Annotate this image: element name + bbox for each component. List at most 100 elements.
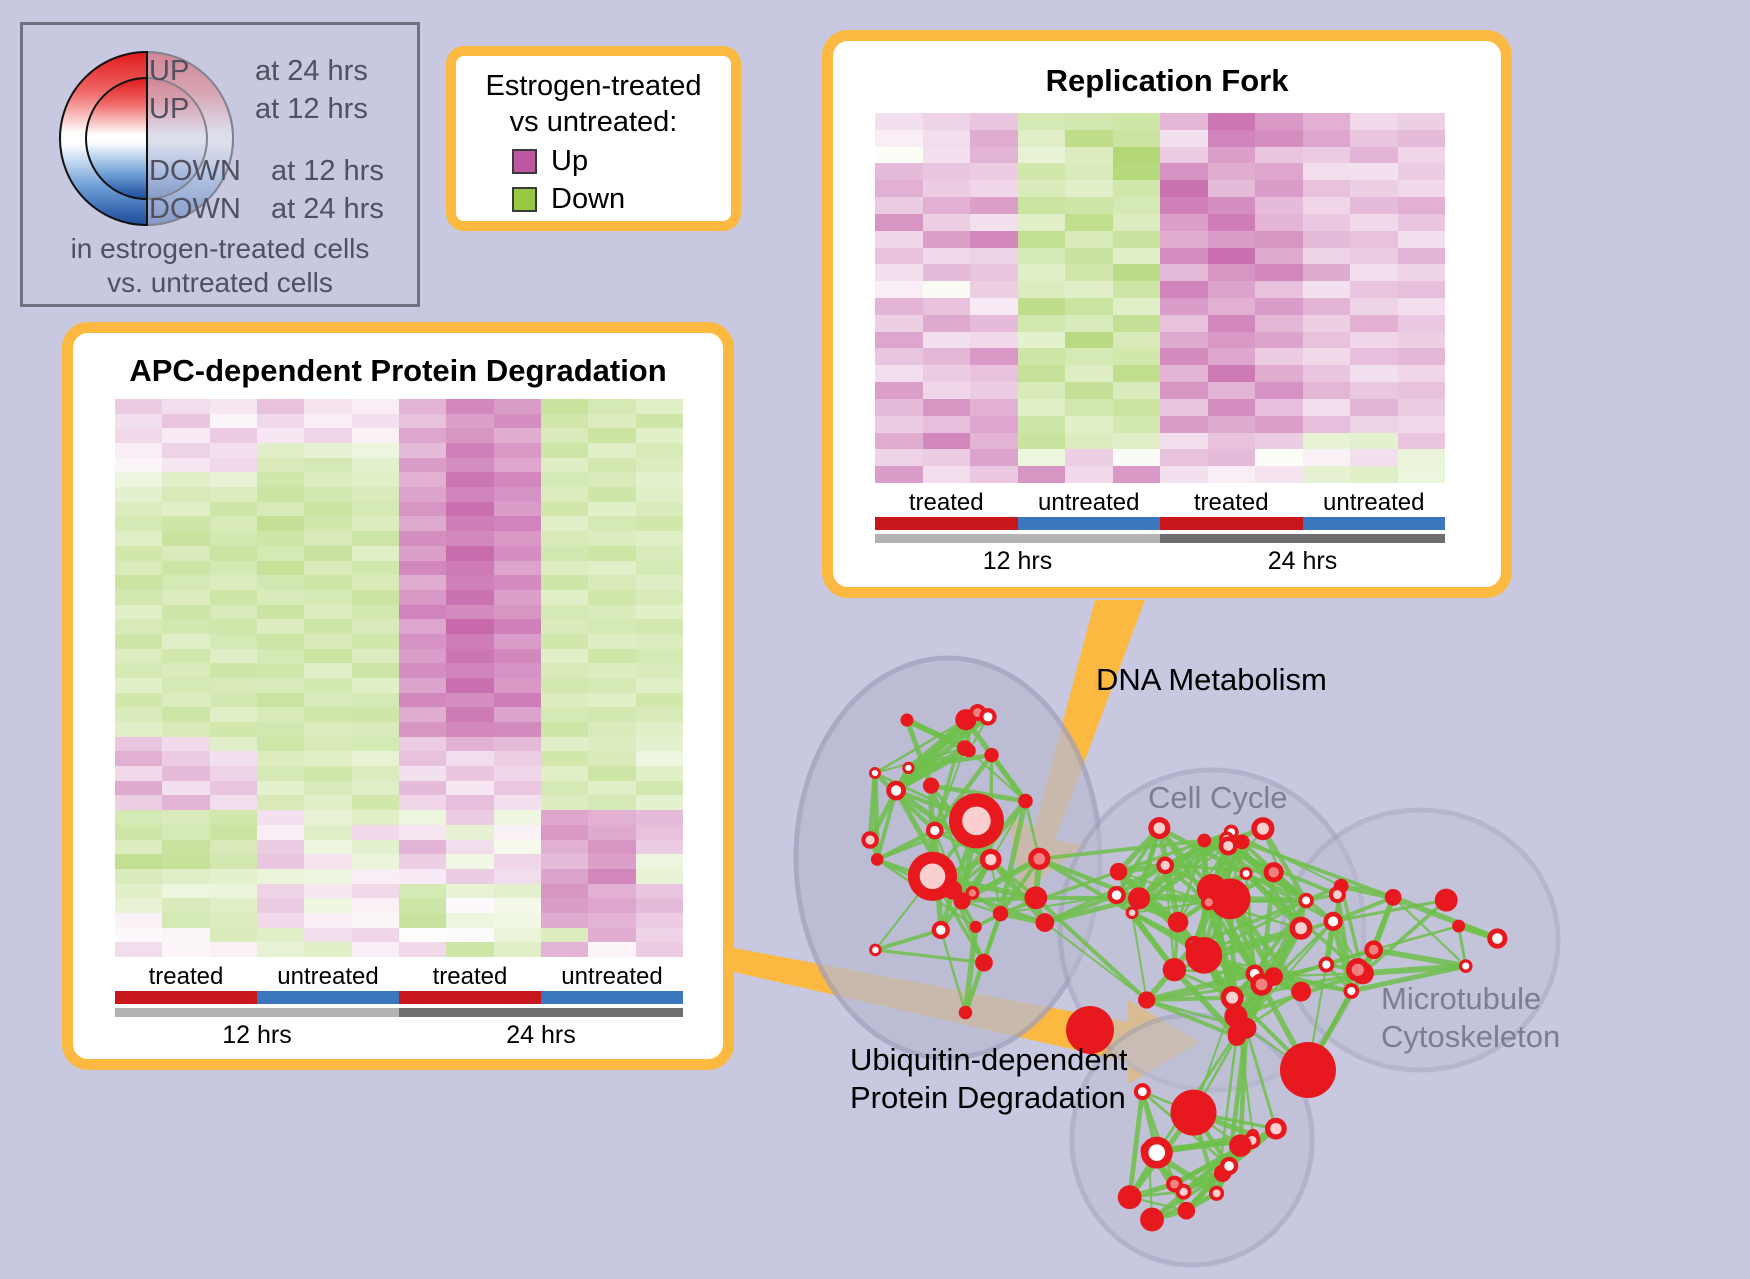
heat-cell bbox=[493, 545, 541, 561]
heat-cell bbox=[1065, 281, 1113, 298]
heat-cell bbox=[635, 766, 683, 781]
heat-cell bbox=[635, 457, 683, 473]
heat-cell bbox=[1017, 129, 1065, 147]
network-node bbox=[1024, 886, 1048, 910]
network-node bbox=[1227, 1027, 1247, 1046]
network-node bbox=[1162, 957, 1187, 982]
heat-cell bbox=[446, 443, 494, 458]
heat-cell bbox=[1017, 213, 1065, 231]
key-time-1: at 12 hrs bbox=[255, 93, 368, 125]
group-label: untreated bbox=[561, 963, 663, 990]
heat-cell bbox=[398, 663, 447, 678]
heat-cell bbox=[209, 589, 257, 605]
heat-cell bbox=[209, 472, 257, 488]
network-edge bbox=[1362, 963, 1466, 977]
time-label: 12 hrs bbox=[222, 1021, 292, 1049]
time-label: 24 hrs bbox=[1267, 547, 1338, 575]
heat-cell bbox=[493, 413, 541, 429]
network-edge bbox=[998, 857, 1041, 915]
heat-cell bbox=[162, 663, 210, 678]
heat-cell bbox=[446, 824, 494, 840]
heat-cell bbox=[115, 589, 163, 605]
heat-cell bbox=[493, 927, 541, 943]
heat-cell bbox=[875, 163, 923, 181]
heat-cell bbox=[1302, 398, 1350, 416]
heat-cell bbox=[588, 868, 636, 884]
heat-cell bbox=[922, 314, 970, 332]
cluster-label-dna-metabolism: DNA Metabolism bbox=[1096, 662, 1327, 697]
heat-cell bbox=[1207, 213, 1255, 231]
network-edge bbox=[1373, 924, 1459, 952]
heat-cell bbox=[398, 428, 447, 444]
heat-cell bbox=[1255, 449, 1303, 467]
key-time-0: at 24 hrs bbox=[255, 55, 368, 87]
heat-cell bbox=[970, 264, 1018, 282]
heat-cell bbox=[1160, 180, 1208, 198]
heat-cell bbox=[635, 413, 683, 429]
heat-cell bbox=[398, 560, 447, 576]
heat-cell bbox=[493, 854, 541, 869]
heat-cell bbox=[1350, 331, 1398, 349]
heat-cell bbox=[588, 457, 636, 473]
network-node-core bbox=[985, 853, 997, 866]
network-edge bbox=[875, 948, 985, 965]
heat-cell bbox=[162, 428, 210, 444]
heat-cell bbox=[162, 927, 210, 943]
heat-cell bbox=[162, 619, 210, 634]
heat-cell bbox=[1065, 230, 1113, 248]
heat-cell bbox=[209, 575, 257, 590]
group-color-bar bbox=[399, 991, 541, 1004]
network-node bbox=[1229, 1134, 1252, 1157]
heat-cell bbox=[446, 663, 494, 678]
network-node-core bbox=[1256, 822, 1269, 835]
time-label: 24 hrs bbox=[506, 1021, 576, 1049]
cluster-label-ubiquitin: Ubiquitin-dependent Protein Degradation bbox=[850, 1042, 1128, 1115]
heat-cell bbox=[304, 457, 352, 473]
network-node-core bbox=[930, 825, 940, 836]
heat-cell bbox=[1207, 398, 1255, 416]
heat-cell bbox=[970, 432, 1018, 450]
heat-cell bbox=[1160, 331, 1208, 349]
heat-cell bbox=[540, 648, 589, 664]
heat-cell bbox=[1255, 382, 1303, 399]
heat-cell bbox=[162, 824, 210, 840]
heat-cell bbox=[1350, 415, 1398, 433]
replication-fork-heatmap bbox=[875, 113, 1445, 483]
heat-cell bbox=[635, 854, 683, 869]
heat-cell bbox=[635, 722, 683, 737]
heat-cell bbox=[115, 560, 163, 576]
heat-cell bbox=[588, 589, 636, 605]
heat-cell bbox=[588, 912, 636, 928]
network-edge bbox=[1244, 1027, 1278, 1130]
heat-cell bbox=[540, 487, 589, 502]
heat-cell bbox=[1065, 398, 1113, 416]
heat-cell bbox=[209, 619, 257, 634]
heat-cell bbox=[493, 560, 541, 576]
heat-cell bbox=[1207, 348, 1255, 366]
heat-cell bbox=[304, 399, 352, 414]
heat-cell bbox=[351, 457, 399, 473]
network-edge bbox=[867, 766, 911, 842]
heat-cell bbox=[1397, 247, 1445, 265]
heat-cell bbox=[635, 472, 683, 488]
heat-cell bbox=[540, 854, 589, 869]
heat-cell bbox=[1207, 113, 1255, 130]
heat-cell bbox=[635, 824, 683, 840]
heat-cell bbox=[1302, 197, 1350, 214]
heat-cell bbox=[493, 766, 541, 781]
heat-cell bbox=[304, 883, 352, 899]
heat-cell bbox=[1255, 213, 1303, 231]
heat-cell bbox=[446, 589, 494, 605]
heat-cell bbox=[304, 487, 352, 502]
heat-cell bbox=[162, 942, 210, 957]
heat-cell bbox=[493, 501, 541, 517]
heat-cell bbox=[115, 780, 163, 796]
heat-cell bbox=[398, 942, 447, 957]
heat-cell bbox=[922, 197, 970, 214]
heat-cell bbox=[398, 854, 447, 869]
heat-cell bbox=[162, 531, 210, 546]
network-node-core bbox=[1328, 916, 1339, 927]
heat-cell bbox=[588, 413, 636, 429]
heat-cell bbox=[398, 531, 447, 546]
heat-cell bbox=[540, 839, 589, 855]
